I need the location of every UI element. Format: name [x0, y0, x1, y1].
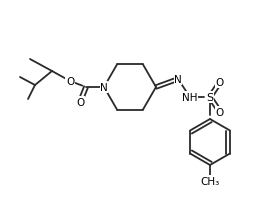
Text: O: O	[216, 107, 224, 117]
Text: O: O	[216, 78, 224, 87]
Text: N: N	[100, 83, 108, 93]
Text: NH: NH	[182, 93, 198, 102]
Text: N: N	[174, 75, 182, 85]
Text: CH₃: CH₃	[200, 176, 220, 186]
Text: S: S	[206, 93, 214, 102]
Text: O: O	[66, 77, 74, 87]
Text: O: O	[76, 98, 84, 107]
